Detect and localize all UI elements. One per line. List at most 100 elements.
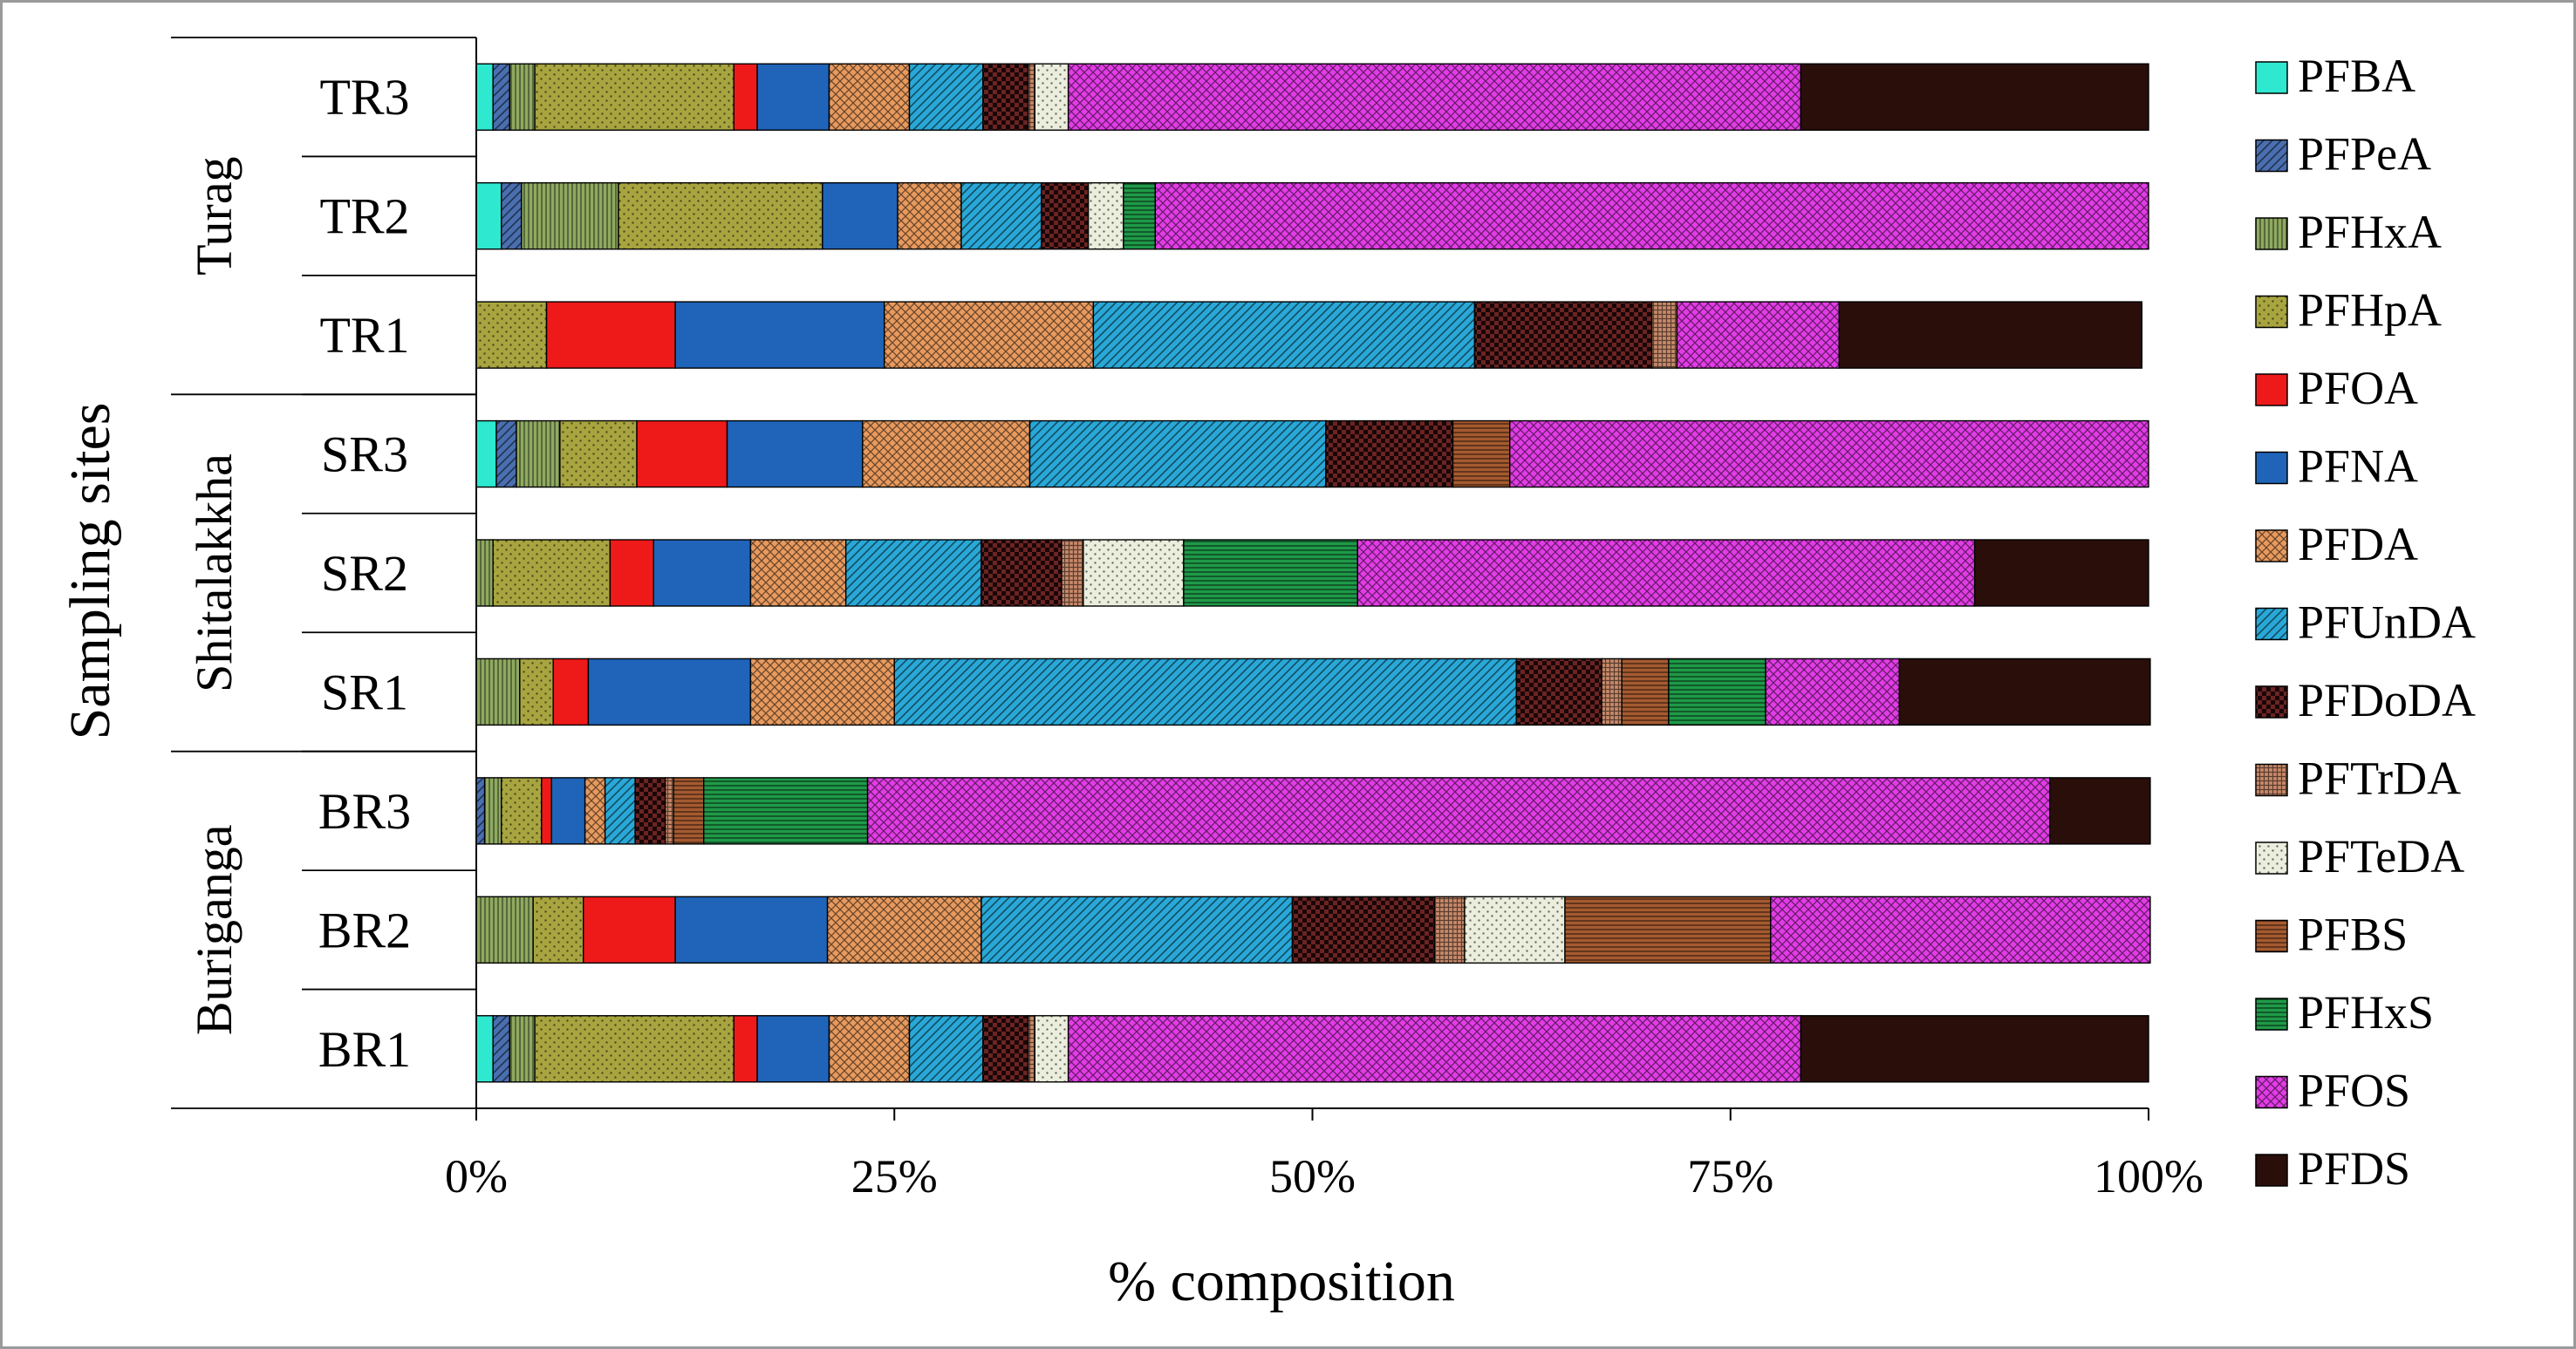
bar-segment-tr2-pfunda [960,181,1042,250]
legend-swatch [2255,607,2288,641]
legend-swatch [2255,529,2288,562]
legend-item-pfds: PFDS [2255,1142,2410,1195]
bar-segment-tr1-pfna [674,301,885,369]
bar-segment-br3-pfos [866,777,2051,845]
legend-swatch [2255,1075,2288,1109]
bar-segment-sr1-pfbs [1621,657,1670,726]
legend-swatch [2255,998,2288,1031]
group-label-buriganga: Buriganga [186,825,243,1036]
bar-segment-br1-pfdoda [982,1015,1029,1083]
bar-segment-tr2-pfhpa [618,181,823,250]
bar-segment-br2-pfda [826,896,982,964]
bar-segment-br1-pfda [828,1015,911,1083]
bar-segment-tr2-pfteda [1087,181,1124,250]
bar-segment-sr3-pfos [1509,419,2149,488]
category-label-tr2: TR2 [319,188,409,245]
bar-segment-sr2-pftrda [1061,539,1084,607]
legend-item-pfhpa: PFHpA [2255,284,2442,337]
legend-item-pfba: PFBA [2255,50,2415,102]
bar-row-tr3 [475,63,2149,131]
bar-segment-sr1-pfunda [893,657,1518,726]
bar-segment-tr2-pfba [475,181,502,250]
bar-segment-br2-pfunda [981,896,1294,964]
bar-segment-br2-pfos [1770,896,2151,964]
bar-segment-br3-pfds [2049,777,2151,845]
bar-segment-br1-pfunda [908,1015,984,1083]
bar-segment-tr3-pfna [756,63,830,131]
bars-layer [475,63,2151,1083]
bar-segment-sr3-pfdoda [1325,419,1454,488]
bar-segment-tr3-pfds [1800,63,2149,131]
bar-segment-tr2-pfhxa [521,181,619,250]
bar-segment-br2-pfhxa [475,896,534,964]
legend-item-pfda: PFDA [2255,518,2418,570]
legend-swatch [2255,919,2288,953]
bar-segment-br1-pfos [1067,1015,1801,1083]
bar-segment-br1-pfoa [733,1015,758,1083]
group-label-turag: Turag [186,156,243,275]
bar-segment-tr1-pfdoda [1473,301,1653,369]
bar-segment-sr2-pfteda [1083,539,1185,607]
bar-segment-sr3-pfda [862,419,1031,488]
bar-segment-sr1-pfoa [552,657,590,726]
bar-segment-br1-pfhxa [509,1015,536,1083]
legend-swatch [2255,217,2288,250]
bar-segment-tr1-pfos [1676,301,1841,369]
bar-segment-sr2-pfunda [844,539,982,607]
bar-segment-tr1-pfds [1838,301,2143,369]
legend-label: PFBS [2298,909,2408,961]
bar-row-tr2 [475,181,2149,250]
legend-item-pfna: PFNA [2255,440,2418,493]
bar-segment-br1-pfna [756,1015,830,1083]
bar-segment-br2-pfhpa [532,896,584,964]
group-label-shitalakkha: Shitalakkha [186,453,243,692]
legend-swatch [2255,451,2288,485]
bar-segment-sr3-pfba [475,419,497,488]
bar-segment-tr3-pftrda [1027,63,1035,131]
legend-item-pfpea: PFPeA [2255,128,2431,181]
bar-segment-sr1-pfna [587,657,752,726]
bar-segment-br3-pfoa [541,777,552,845]
bar-segment-sr1-pfds [1898,657,2151,726]
bar-segment-sr3-pfpea [495,419,517,488]
bar-segment-tr3-pfos [1067,63,1801,131]
bar-segment-sr2-pfhpa [492,539,612,607]
bar-segment-tr1-pfda [884,301,1095,369]
bar-segment-tr1-pfoa [545,301,676,369]
bar-segment-br2-pfbs [1564,896,1772,964]
legend-label: PFHpA [2298,284,2442,337]
bar-segment-br3-pfunda [604,777,636,845]
bar-segment-tr2-pfhxs [1123,181,1157,250]
x-tick-label: 50% [1269,1150,1356,1203]
bar-segment-br3-pftrda [664,777,674,845]
bar-segment-br2-pfdoda [1291,896,1436,964]
bar-segment-br3-pfda [584,777,606,845]
bar-segment-br1-pfpea [492,1015,511,1083]
bar-segment-sr2-pfda [749,539,847,607]
bar-segment-tr2-pfda [897,181,962,250]
bar-segment-br2-pfteda [1464,896,1566,964]
bar-segment-sr2-pfds [1973,539,2149,607]
category-label-sr3: SR3 [321,426,408,483]
bar-segment-tr3-pfteda [1034,63,1069,131]
bar-segment-tr3-pfhpa [534,63,735,131]
bar-segment-tr2-pfos [1154,181,2149,250]
bar-segment-sr3-pfunda [1028,419,1327,488]
category-label-br1: BR1 [318,1021,411,1078]
legend-label: PFDA [2298,518,2418,570]
legend-swatch [2255,61,2288,94]
legend-label: PFHxS [2298,986,2434,1039]
bar-segment-sr3-pfhxa [516,419,561,488]
x-tick-label: 100% [2094,1150,2204,1203]
legend-item-pfteda: PFTeDA [2255,830,2464,882]
legend-label: PFHxA [2298,206,2442,258]
bar-segment-sr1-pfhxs [1668,657,1766,726]
bar-row-sr3 [475,419,2149,488]
legend-swatch [2255,139,2288,173]
bar-segment-sr3-pfbs [1452,419,1511,488]
legend-swatch [2255,295,2288,329]
bar-segment-tr3-pfoa [733,63,758,131]
bar-segment-tr3-pfhxa [509,63,536,131]
category-label-tr3: TR3 [319,69,409,126]
